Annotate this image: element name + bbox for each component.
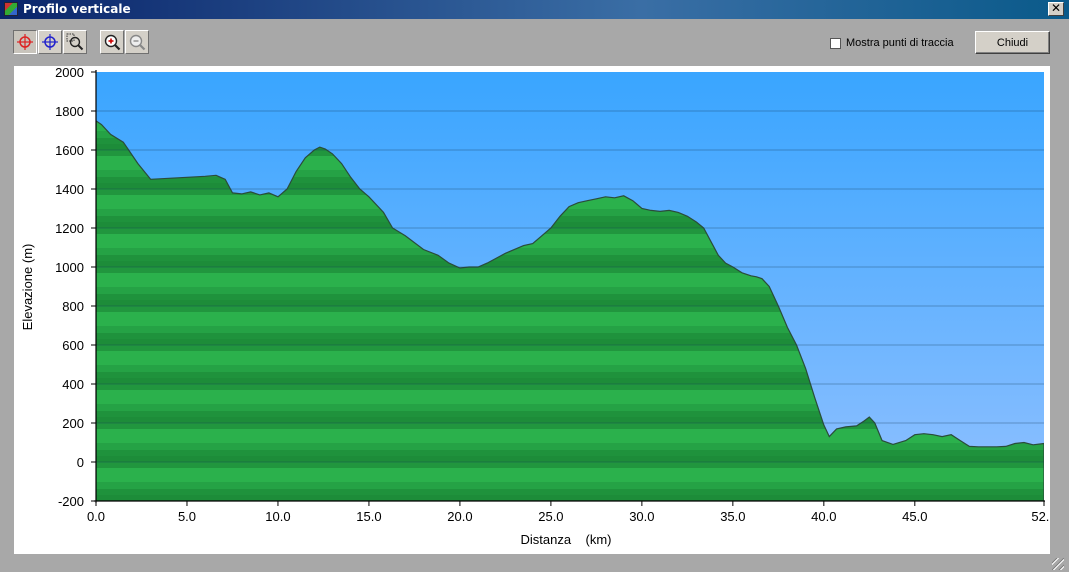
crosshair-blue-icon bbox=[42, 34, 58, 50]
y-tick-label: 1600 bbox=[55, 143, 84, 158]
y-tick-label: 1200 bbox=[55, 221, 84, 236]
resize-grip[interactable] bbox=[1052, 558, 1064, 570]
app-icon bbox=[4, 2, 18, 16]
elevation-area bbox=[96, 120, 1044, 501]
x-axis-ticks: 0.0 5.0 10.0 15.0 20.0 25.0 30.0 35.0 40.0 45.0 52… bbox=[87, 501, 1057, 524]
zoom-in-icon bbox=[104, 34, 121, 51]
y-tick-label: 400 bbox=[62, 377, 84, 392]
crosshair-blue-tool[interactable] bbox=[38, 30, 62, 54]
y-tick-label: 200 bbox=[62, 416, 84, 431]
zoom-in-tool[interactable] bbox=[100, 30, 124, 54]
y-tick-label: 1400 bbox=[55, 182, 84, 197]
x-tick-label: 52.1 bbox=[1031, 509, 1050, 524]
elevation-chart[interactable]: 2000180016001400120010008006004002000-20… bbox=[14, 65, 1057, 554]
window-close-button[interactable]: ✕ bbox=[1048, 2, 1064, 16]
y-tick-label: -200 bbox=[58, 494, 84, 509]
plot-panel: 2000 1800 1600 1400 1200 1000 800 600 400 200 0 -20… bbox=[14, 65, 1064, 570]
zoom-rect-icon bbox=[66, 33, 84, 51]
crosshair-red-tool[interactable] bbox=[13, 30, 37, 54]
x-tick-label: 0.0 bbox=[87, 509, 105, 524]
x-tick-label: 20.0 bbox=[447, 509, 472, 524]
show-track-points-label: Mostra punti di traccia bbox=[846, 37, 954, 49]
window-title: Profilo verticale bbox=[23, 2, 131, 16]
x-tick-label: 45.0 bbox=[902, 509, 927, 524]
x-tick-label: 5.0 bbox=[178, 509, 196, 524]
y-tick-label: 2000 bbox=[55, 66, 84, 80]
x-tick-label: 25.0 bbox=[538, 509, 563, 524]
x-tick-label: 15.0 bbox=[356, 509, 381, 524]
show-track-points-checkbox[interactable] bbox=[830, 37, 841, 49]
y-axis-label: Elevazione (m) bbox=[20, 244, 35, 331]
grid-lines-overlay bbox=[96, 110, 1044, 463]
toolbar-zoom-group bbox=[100, 30, 149, 57]
x-tick-label: 10.0 bbox=[265, 509, 290, 524]
zoom-out-icon bbox=[129, 34, 146, 51]
crosshair-red-icon bbox=[17, 34, 33, 50]
y-tick-label: 600 bbox=[62, 338, 84, 353]
y-tick-label: 800 bbox=[62, 299, 84, 314]
x-tick-label: 35.0 bbox=[720, 509, 745, 524]
x-axis-label: Distanza (km) bbox=[520, 532, 611, 547]
title-bar: Profilo verticale ✕ bbox=[0, 0, 1069, 19]
x-tick-label: 30.0 bbox=[629, 509, 654, 524]
zoom-out-tool[interactable] bbox=[125, 30, 149, 54]
close-button[interactable]: Chiudi bbox=[975, 31, 1050, 54]
y-axis-ticks: 2000180016001400120010008006004002000-20… bbox=[55, 65, 96, 509]
show-track-points-option[interactable]: Mostra punti di traccia bbox=[830, 37, 954, 49]
zoom-area-tool[interactable] bbox=[63, 30, 87, 54]
y-tick-label: 1800 bbox=[55, 104, 84, 119]
y-tick-label: 1000 bbox=[55, 260, 84, 275]
y-tick-label: 0 bbox=[77, 455, 84, 470]
toolbar-cursor-group bbox=[13, 30, 87, 57]
x-tick-label: 40.0 bbox=[811, 509, 836, 524]
